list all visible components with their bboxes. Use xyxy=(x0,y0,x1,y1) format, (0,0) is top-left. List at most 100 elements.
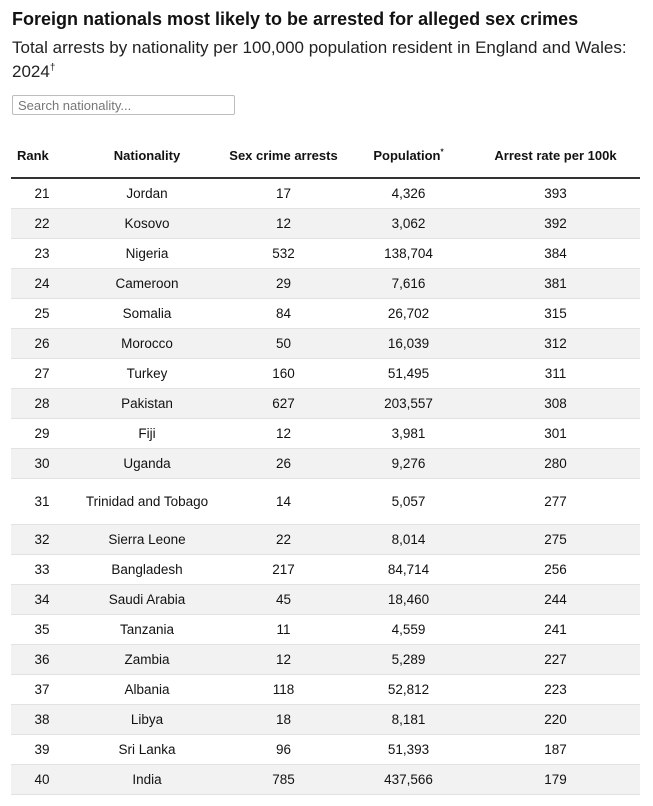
cell-rank: 40 xyxy=(11,764,73,795)
table-row: 26 Morocco 50 16,039 312 xyxy=(11,328,640,359)
cell-arrests: 785 xyxy=(221,764,346,795)
column-header-rate[interactable]: Arrest rate per 100k xyxy=(471,135,640,179)
cell-population: 4,326 xyxy=(346,178,471,209)
cell-rank: 23 xyxy=(11,238,73,269)
cell-nationality: Saudi Arabia xyxy=(73,584,221,615)
cell-population: 26,702 xyxy=(346,298,471,329)
cell-rate: 277 xyxy=(471,478,640,525)
cell-arrests: 50 xyxy=(221,328,346,359)
data-table: Rank Nationality Sex crime arrests Popul… xyxy=(11,135,640,795)
cell-rate: 179 xyxy=(471,764,640,795)
cell-nationality: Jordan xyxy=(73,178,221,209)
cell-arrests: 84 xyxy=(221,298,346,329)
cell-rate: 393 xyxy=(471,178,640,209)
cell-nationality: India xyxy=(73,764,221,795)
population-header-label: Population xyxy=(373,148,441,163)
cell-population: 8,181 xyxy=(346,704,471,735)
table-body: 21 Jordan 17 4,326 393 22 Kosovo 12 3,062 392 23 Ni… xyxy=(11,178,640,795)
cell-population: 3,062 xyxy=(346,208,471,239)
table-row: 28 Pakistan 627 203,557 308 xyxy=(11,388,640,419)
cell-population: 138,704 xyxy=(346,238,471,269)
cell-population: 16,039 xyxy=(346,328,471,359)
column-header-nationality[interactable]: Nationality xyxy=(73,135,221,179)
cell-population: 4,559 xyxy=(346,614,471,645)
table-row: 30 Uganda 26 9,276 280 xyxy=(11,448,640,479)
cell-rate: 280 xyxy=(471,448,640,479)
cell-rate: 301 xyxy=(471,418,640,449)
table-row: 39 Sri Lanka 96 51,393 187 xyxy=(11,734,640,765)
cell-arrests: 45 xyxy=(221,584,346,615)
cell-arrests: 12 xyxy=(221,644,346,675)
search-input[interactable] xyxy=(12,95,235,115)
cell-nationality: Uganda xyxy=(73,448,221,479)
table-row: 29 Fiji 12 3,981 301 xyxy=(11,418,640,449)
cell-nationality: Sierra Leone xyxy=(73,524,221,555)
cell-arrests: 96 xyxy=(221,734,346,765)
cell-arrests: 22 xyxy=(221,524,346,555)
cell-nationality: Somalia xyxy=(73,298,221,329)
table-row: 32 Sierra Leone 22 8,014 275 xyxy=(11,524,640,555)
cell-arrests: 11 xyxy=(221,614,346,645)
cell-population: 5,289 xyxy=(346,644,471,675)
cell-arrests: 627 xyxy=(221,388,346,419)
cell-nationality: Zambia xyxy=(73,644,221,675)
page-title: Foreign nationals most likely to be arre… xyxy=(12,9,579,29)
cell-nationality: Morocco xyxy=(73,328,221,359)
cell-rank: 39 xyxy=(11,734,73,765)
table-header: Rank Nationality Sex crime arrests Popul… xyxy=(11,135,640,179)
cell-population: 52,812 xyxy=(346,674,471,705)
population-footnote-mark: * xyxy=(440,147,444,157)
cell-rank: 32 xyxy=(11,524,73,555)
cell-rank: 33 xyxy=(11,554,73,585)
cell-rank: 36 xyxy=(11,644,73,675)
table-row: 40 India 785 437,566 179 xyxy=(11,764,640,795)
cell-arrests: 160 xyxy=(221,358,346,389)
table-row: 33 Bangladesh 217 84,714 256 xyxy=(11,554,640,585)
column-header-population[interactable]: Population* xyxy=(346,135,471,179)
page-subtitle: Total arrests by nationality per 100,000… xyxy=(12,36,641,84)
cell-rate: 384 xyxy=(471,238,640,269)
cell-rate: 220 xyxy=(471,704,640,735)
cell-arrests: 532 xyxy=(221,238,346,269)
table-row: 27 Turkey 160 51,495 311 xyxy=(11,358,640,389)
cell-rate: 381 xyxy=(471,268,640,299)
cell-population: 9,276 xyxy=(346,448,471,479)
cell-population: 51,393 xyxy=(346,734,471,765)
table-row: 38 Libya 18 8,181 220 xyxy=(11,704,640,735)
subtitle-footnote-mark: † xyxy=(49,62,56,74)
table-row: 34 Saudi Arabia 45 18,460 244 xyxy=(11,584,640,615)
table-row: 35 Tanzania 11 4,559 241 xyxy=(11,614,640,645)
cell-population: 84,714 xyxy=(346,554,471,585)
cell-nationality: Turkey xyxy=(73,358,221,389)
table-header-row: Rank Nationality Sex crime arrests Popul… xyxy=(11,135,640,179)
column-header-arrests[interactable]: Sex crime arrests xyxy=(221,135,346,179)
cell-rate: 256 xyxy=(471,554,640,585)
cell-arrests: 29 xyxy=(221,268,346,299)
cell-rate: 227 xyxy=(471,644,640,675)
cell-rate: 392 xyxy=(471,208,640,239)
cell-population: 203,557 xyxy=(346,388,471,419)
cell-nationality: Sri Lanka xyxy=(73,734,221,765)
table-row: 24 Cameroon 29 7,616 381 xyxy=(11,268,640,299)
cell-population: 18,460 xyxy=(346,584,471,615)
cell-rank: 31 xyxy=(11,478,73,525)
cell-population: 3,981 xyxy=(346,418,471,449)
cell-rank: 22 xyxy=(11,208,73,239)
cell-rate: 187 xyxy=(471,734,640,765)
cell-nationality: Cameroon xyxy=(73,268,221,299)
cell-nationality: Bangladesh xyxy=(73,554,221,585)
cell-nationality: Albania xyxy=(73,674,221,705)
table-row: 23 Nigeria 532 138,704 384 xyxy=(11,238,640,269)
cell-nationality: Tanzania xyxy=(73,614,221,645)
subtitle-text: Total arrests by nationality per 100,000… xyxy=(12,38,627,81)
cell-nationality: Pakistan xyxy=(73,388,221,419)
cell-rate: 315 xyxy=(471,298,640,329)
table-row: 31 Trinidad and Tobago 14 5,057 277 xyxy=(11,478,640,525)
cell-rank: 35 xyxy=(11,614,73,645)
cell-arrests: 118 xyxy=(221,674,346,705)
cell-rank: 24 xyxy=(11,268,73,299)
cell-rank: 27 xyxy=(11,358,73,389)
cell-population: 51,495 xyxy=(346,358,471,389)
column-header-rank[interactable]: Rank xyxy=(11,135,73,179)
cell-arrests: 217 xyxy=(221,554,346,585)
